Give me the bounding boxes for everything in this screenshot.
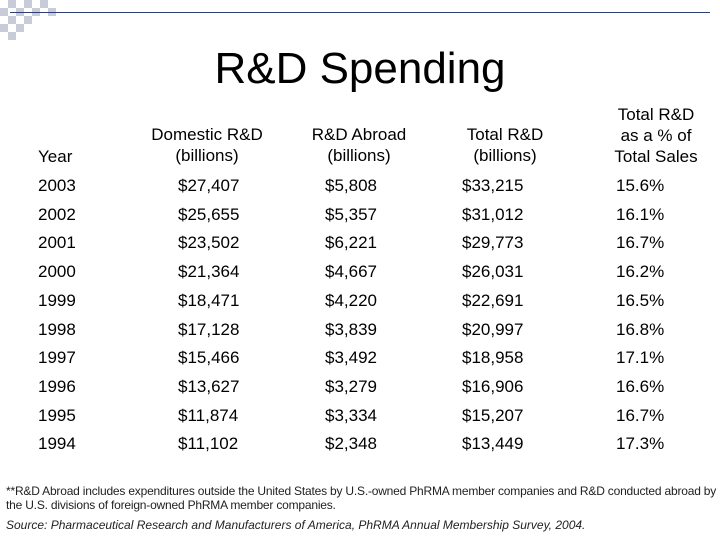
table-row: 2001 $23,502 $6,221 $29,773 16.7%: [0, 229, 720, 257]
cell-total: $31,012: [462, 204, 524, 224]
cell-percent: 17.1%: [616, 348, 665, 368]
cell-abroad: $3,492: [325, 348, 377, 368]
cell-year: 1995: [38, 405, 76, 425]
checker-decoration: [0, 0, 64, 40]
cell-abroad: $2,348: [325, 434, 377, 454]
cell-year: 1996: [38, 376, 76, 396]
table-row: 1994 $11,102 $2,348 $13,449 17.3%: [0, 430, 720, 458]
cell-domestic: $11,874: [178, 405, 239, 425]
cell-domestic: $13,627: [178, 376, 240, 396]
table-row: 2002 $25,655 $5,357 $31,012 16.1%: [0, 201, 720, 229]
header-abroad-line1: R&D Abroad: [311, 125, 407, 144]
cell-total: $29,773: [462, 233, 524, 253]
cell-percent: 16.1%: [616, 204, 665, 224]
page-title: R&D Spending: [214, 44, 506, 93]
header-percent: Total R&D as a % of Total Sales: [586, 104, 720, 167]
cell-abroad: $3,839: [325, 319, 377, 339]
cell-percent: 16.5%: [616, 290, 665, 310]
cell-year: 1994: [38, 434, 76, 454]
header-domestic: Domestic R&D (billions): [132, 124, 282, 166]
cell-abroad: $4,667: [325, 262, 377, 282]
cell-year: 2000: [38, 262, 76, 282]
cell-domestic: $21,364: [178, 262, 240, 282]
header-total-line1: Total R&D: [466, 125, 544, 144]
cell-percent: 16.6%: [616, 376, 665, 396]
table-row: 1996 $13,627 $3,279 $16,906 16.6%: [0, 373, 720, 401]
cell-domestic: $18,471: [178, 290, 240, 310]
cell-abroad: $3,334: [325, 405, 377, 425]
cell-total: $20,997: [462, 319, 524, 339]
cell-year: 2002: [38, 204, 76, 224]
header-abroad-line2: (billions): [327, 146, 391, 165]
header-percent-line2: as a % of: [620, 126, 692, 145]
cell-abroad: $3,279: [325, 376, 377, 396]
cell-domestic: $11,102: [178, 434, 239, 454]
table-row: 1997 $15,466 $3,492 $18,958 17.1%: [0, 344, 720, 372]
header-percent-line1: Total R&D: [617, 105, 695, 124]
cell-total: $22,691: [462, 290, 524, 310]
table-row: 1995 $11,874 $3,334 $15,207 16.7%: [0, 402, 720, 430]
cell-total: $16,906: [462, 376, 524, 396]
cell-year: 1997: [38, 348, 76, 368]
cell-percent: 16.7%: [616, 405, 665, 425]
header-abroad: R&D Abroad (billions): [284, 124, 434, 166]
header-rule: [10, 12, 710, 13]
table-row: 1998 $17,128 $3,839 $20,997 16.8%: [0, 316, 720, 344]
cell-year: 1998: [38, 319, 76, 339]
footnote: **R&D Abroad includes expenditures outsi…: [6, 484, 717, 512]
cell-total: $18,958: [462, 348, 524, 368]
cell-domestic: $17,128: [178, 319, 240, 339]
cell-total: $15,207: [462, 405, 524, 425]
cell-percent: 17.3%: [616, 434, 665, 454]
cell-domestic: $25,655: [178, 204, 240, 224]
cell-percent: 16.8%: [616, 319, 665, 339]
cell-domestic: $23,502: [178, 233, 240, 253]
table-row: 1999 $18,471 $4,220 $22,691 16.5%: [0, 287, 720, 315]
header-domestic-line2: (billions): [175, 146, 239, 165]
cell-abroad: $4,220: [325, 290, 377, 310]
cell-total: $33,215: [462, 176, 524, 195]
cell-abroad: $6,221: [325, 233, 377, 253]
cell-domestic: $15,466: [178, 348, 240, 368]
source-note: Source: Pharmaceutical Research and Manu…: [6, 518, 586, 532]
cell-total: $13,449: [462, 434, 524, 454]
header-total-line2: (billions): [473, 146, 537, 165]
cell-year: 2003: [38, 176, 76, 195]
cell-abroad: $5,357: [325, 204, 377, 224]
header-year: Year: [38, 147, 73, 166]
header-total: Total R&D (billions): [430, 124, 580, 166]
cell-domestic: $27,407: [178, 176, 240, 195]
cell-total: $26,031: [462, 262, 524, 282]
cell-percent: 16.7%: [616, 233, 665, 253]
header-percent-line3: Total Sales: [614, 147, 698, 166]
table-row: 2000 $21,364 $4,667 $26,031 16.2%: [0, 258, 720, 286]
table-row: 2003 $27,407 $5,808 $33,215 15.6%: [0, 172, 720, 200]
cell-abroad: $5,808: [325, 176, 377, 195]
cell-percent: 15.6%: [616, 176, 665, 195]
cell-percent: 16.2%: [616, 262, 665, 282]
cell-year: 2001: [38, 233, 76, 253]
header-domestic-line1: Domestic R&D: [151, 125, 263, 144]
cell-year: 1999: [38, 290, 76, 310]
